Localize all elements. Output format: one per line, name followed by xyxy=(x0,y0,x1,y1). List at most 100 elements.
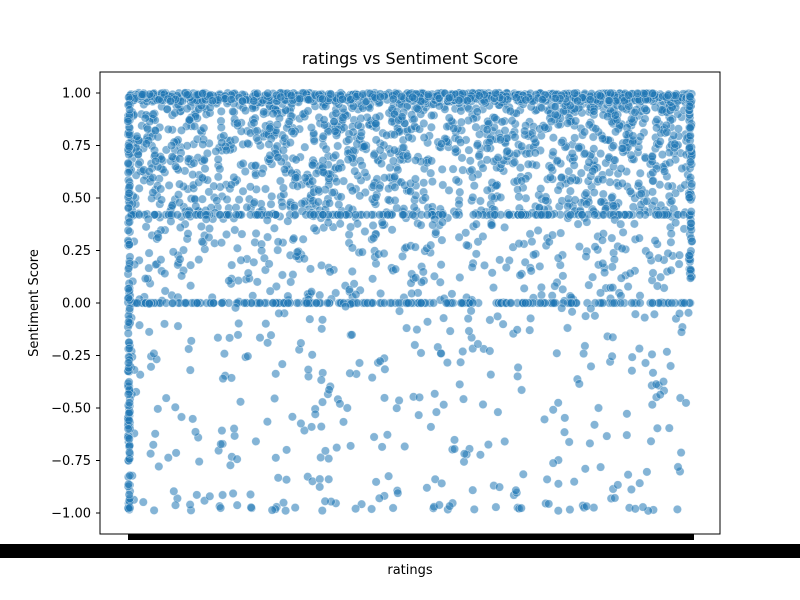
scatter-point xyxy=(632,88,642,98)
scatter-point xyxy=(148,109,158,119)
scatter-point xyxy=(466,306,476,316)
scatter-point xyxy=(635,210,645,220)
scatter-point xyxy=(390,264,400,274)
scatter-point xyxy=(375,145,385,155)
scatter-point xyxy=(177,125,187,135)
scatter-point xyxy=(227,373,237,383)
scatter-point xyxy=(663,91,673,101)
scatter-point xyxy=(418,267,428,277)
scatter-point xyxy=(419,133,429,143)
scatter-point xyxy=(390,182,400,192)
scatter-point xyxy=(274,308,284,318)
scatter-point xyxy=(335,399,345,409)
scatter-point xyxy=(321,144,331,154)
scatter-point xyxy=(347,330,357,340)
scatter-point xyxy=(308,160,318,170)
scatter-point xyxy=(439,400,449,410)
scatter-point xyxy=(174,190,184,200)
scatter-point xyxy=(369,150,379,160)
scatter-point xyxy=(610,110,620,120)
scatter-point xyxy=(526,266,536,276)
scatter-point xyxy=(652,123,662,133)
scatter-point xyxy=(124,358,134,368)
scatter-point xyxy=(590,242,600,252)
scatter-point xyxy=(392,403,402,413)
scatter-point xyxy=(357,247,367,257)
scatter-point xyxy=(394,395,404,405)
scatter-point xyxy=(580,464,590,474)
scatter-point xyxy=(687,236,697,246)
scatter-point xyxy=(454,232,464,242)
scatter-point xyxy=(683,308,693,318)
scatter-point xyxy=(367,373,377,383)
scatter-point xyxy=(456,298,466,308)
scatter-point xyxy=(482,155,492,165)
scatter-point xyxy=(569,160,579,170)
scatter-point xyxy=(213,172,223,182)
scatter-point xyxy=(493,311,503,321)
scatter-point xyxy=(397,92,407,102)
scatter-point xyxy=(667,196,677,206)
scatter-point xyxy=(437,164,447,174)
scatter-point xyxy=(667,298,677,308)
scatter-point xyxy=(520,126,530,136)
scatter-point xyxy=(588,166,598,176)
scatter-point xyxy=(259,107,269,117)
scatter-point xyxy=(574,242,584,252)
scatter-point xyxy=(245,182,255,192)
scatter-point xyxy=(647,400,657,410)
scatter-point xyxy=(586,303,596,313)
scatter-point xyxy=(559,427,569,437)
scatter-point xyxy=(276,92,286,102)
scatter-point xyxy=(597,235,607,245)
scatter-point xyxy=(358,89,368,99)
y-tick-label: −0.75 xyxy=(51,454,91,469)
scatter-point xyxy=(380,364,390,374)
scatter-point xyxy=(277,270,287,280)
scatter-point xyxy=(216,503,226,513)
scatter-point xyxy=(525,325,535,335)
scatter-point xyxy=(530,148,540,158)
scatter-point xyxy=(278,183,288,193)
scatter-point xyxy=(468,210,478,220)
scatter-point xyxy=(353,120,363,130)
scatter-point xyxy=(167,201,177,211)
scatter-point xyxy=(317,506,327,516)
scatter-point xyxy=(449,435,459,445)
scatter-point xyxy=(552,348,562,358)
scatter-point xyxy=(219,349,229,359)
scatter-point xyxy=(414,410,424,420)
scatter-point xyxy=(144,248,154,258)
scatter-point xyxy=(657,150,667,160)
scatter-point xyxy=(584,120,594,130)
scatter-point xyxy=(265,150,275,160)
scatter-point xyxy=(541,195,551,205)
scatter-point xyxy=(325,267,335,277)
scatter-point xyxy=(232,500,242,510)
scatter-point xyxy=(638,502,648,512)
scatter-point xyxy=(511,93,521,103)
scatter-point xyxy=(491,88,501,98)
scatter-point xyxy=(249,257,259,267)
scatter-point xyxy=(472,107,482,117)
scatter-point xyxy=(157,195,167,205)
scatter-point xyxy=(416,348,426,358)
scatter-point xyxy=(371,192,381,202)
scatter-point xyxy=(249,197,259,207)
scatter-point xyxy=(138,90,148,100)
scatter-point xyxy=(369,432,379,442)
scatter-point xyxy=(251,229,261,239)
scatter-point xyxy=(168,247,178,257)
scatter-point xyxy=(577,210,587,220)
scatter-point xyxy=(565,176,575,186)
scatter-point xyxy=(309,136,319,146)
scatter-point xyxy=(182,104,192,114)
scatter-point xyxy=(315,482,325,492)
scatter-point xyxy=(611,127,621,137)
scatter-point xyxy=(238,96,248,106)
scatter-point xyxy=(304,95,314,105)
scatter-point xyxy=(123,116,133,126)
scatter-point xyxy=(236,397,246,407)
scatter-point xyxy=(642,467,652,477)
scatter-point xyxy=(518,469,528,479)
